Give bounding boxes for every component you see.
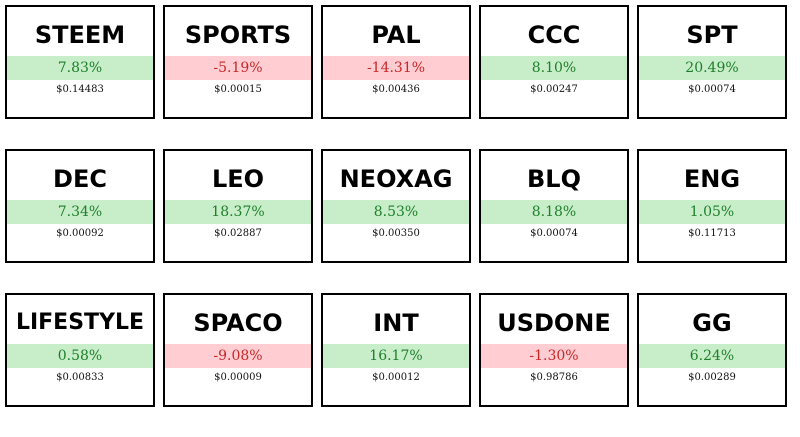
ticker-symbol: LIFESTYLE <box>15 310 145 335</box>
ticker-change: 8.10% <box>481 56 627 80</box>
ticker-price: $0.00289 <box>688 372 736 383</box>
ticker-change: 7.83% <box>7 56 153 80</box>
ticker-card-sports[interactable]: SPORTS -5.19% $0.00015 <box>163 5 313 119</box>
ticker-card-ccc[interactable]: CCC 8.10% $0.00247 <box>479 5 629 119</box>
ticker-price: $0.02887 <box>214 228 262 239</box>
ticker-change: 8.18% <box>481 200 627 224</box>
ticker-symbol: DEC <box>53 165 107 193</box>
ticker-symbol: INT <box>373 309 419 337</box>
ticker-symbol: PAL <box>371 21 421 49</box>
ticker-price: $0.00074 <box>688 84 736 95</box>
ticker-change: 20.49% <box>639 56 785 80</box>
ticker-price: $0.00350 <box>372 228 420 239</box>
ticker-price: $0.14483 <box>56 84 104 95</box>
ticker-price: $0.00009 <box>214 372 262 383</box>
ticker-price: $0.11713 <box>688 228 736 239</box>
ticker-price: $0.00012 <box>372 372 420 383</box>
ticker-symbol: SPORTS <box>184 21 292 49</box>
ticker-symbol: USDONE <box>497 309 611 337</box>
ticker-price: $0.98786 <box>530 372 578 383</box>
ticker-price: $0.00074 <box>530 228 578 239</box>
ticker-change: 1.05% <box>639 200 785 224</box>
ticker-change: 16.17% <box>323 344 469 368</box>
ticker-change: -5.19% <box>165 56 311 80</box>
ticker-symbol: BLQ <box>527 165 581 193</box>
ticker-change: -14.31% <box>323 56 469 80</box>
ticker-card-neoxag[interactable]: NEOXAG 8.53% $0.00350 <box>321 149 471 263</box>
ticker-change: -9.08% <box>165 344 311 368</box>
ticker-card-spaco[interactable]: SPACO -9.08% $0.00009 <box>163 293 313 407</box>
ticker-change: 8.53% <box>323 200 469 224</box>
ticker-change: 0.58% <box>7 344 153 368</box>
ticker-symbol: SPT <box>686 21 738 49</box>
ticker-card-eng[interactable]: ENG 1.05% $0.11713 <box>637 149 787 263</box>
ticker-symbol: CCC <box>527 21 581 49</box>
ticker-price: $0.00436 <box>372 84 420 95</box>
ticker-card-blq[interactable]: BLQ 8.18% $0.00074 <box>479 149 629 263</box>
ticker-symbol: GG <box>692 309 732 337</box>
ticker-card-lifestyle[interactable]: LIFESTYLE 0.58% $0.00833 <box>5 293 155 407</box>
ticker-price: $0.00247 <box>530 84 578 95</box>
ticker-symbol: STEEM <box>34 21 126 49</box>
ticker-card-steem[interactable]: STEEM 7.83% $0.14483 <box>5 5 155 119</box>
ticker-price: $0.00015 <box>214 84 262 95</box>
ticker-card-pal[interactable]: PAL -14.31% $0.00436 <box>321 5 471 119</box>
ticker-card-usdone[interactable]: USDONE -1.30% $0.98786 <box>479 293 629 407</box>
ticker-card-dec[interactable]: DEC 7.34% $0.00092 <box>5 149 155 263</box>
ticker-change: 7.34% <box>7 200 153 224</box>
ticker-change: -1.30% <box>481 344 627 368</box>
ticker-symbol: ENG <box>683 165 741 193</box>
ticker-change: 6.24% <box>639 344 785 368</box>
ticker-card-gg[interactable]: GG 6.24% $0.00289 <box>637 293 787 407</box>
ticker-symbol: SPACO <box>193 309 283 337</box>
ticker-card-int[interactable]: INT 16.17% $0.00012 <box>321 293 471 407</box>
ticker-change: 18.37% <box>165 200 311 224</box>
ticker-symbol: NEOXAG <box>339 165 453 193</box>
ticker-card-spt[interactable]: SPT 20.49% $0.00074 <box>637 5 787 119</box>
ticker-price: $0.00092 <box>56 228 104 239</box>
ticker-symbol: LEO <box>211 165 265 193</box>
ticker-price: $0.00833 <box>56 372 104 383</box>
ticker-card-leo[interactable]: LEO 18.37% $0.02887 <box>163 149 313 263</box>
